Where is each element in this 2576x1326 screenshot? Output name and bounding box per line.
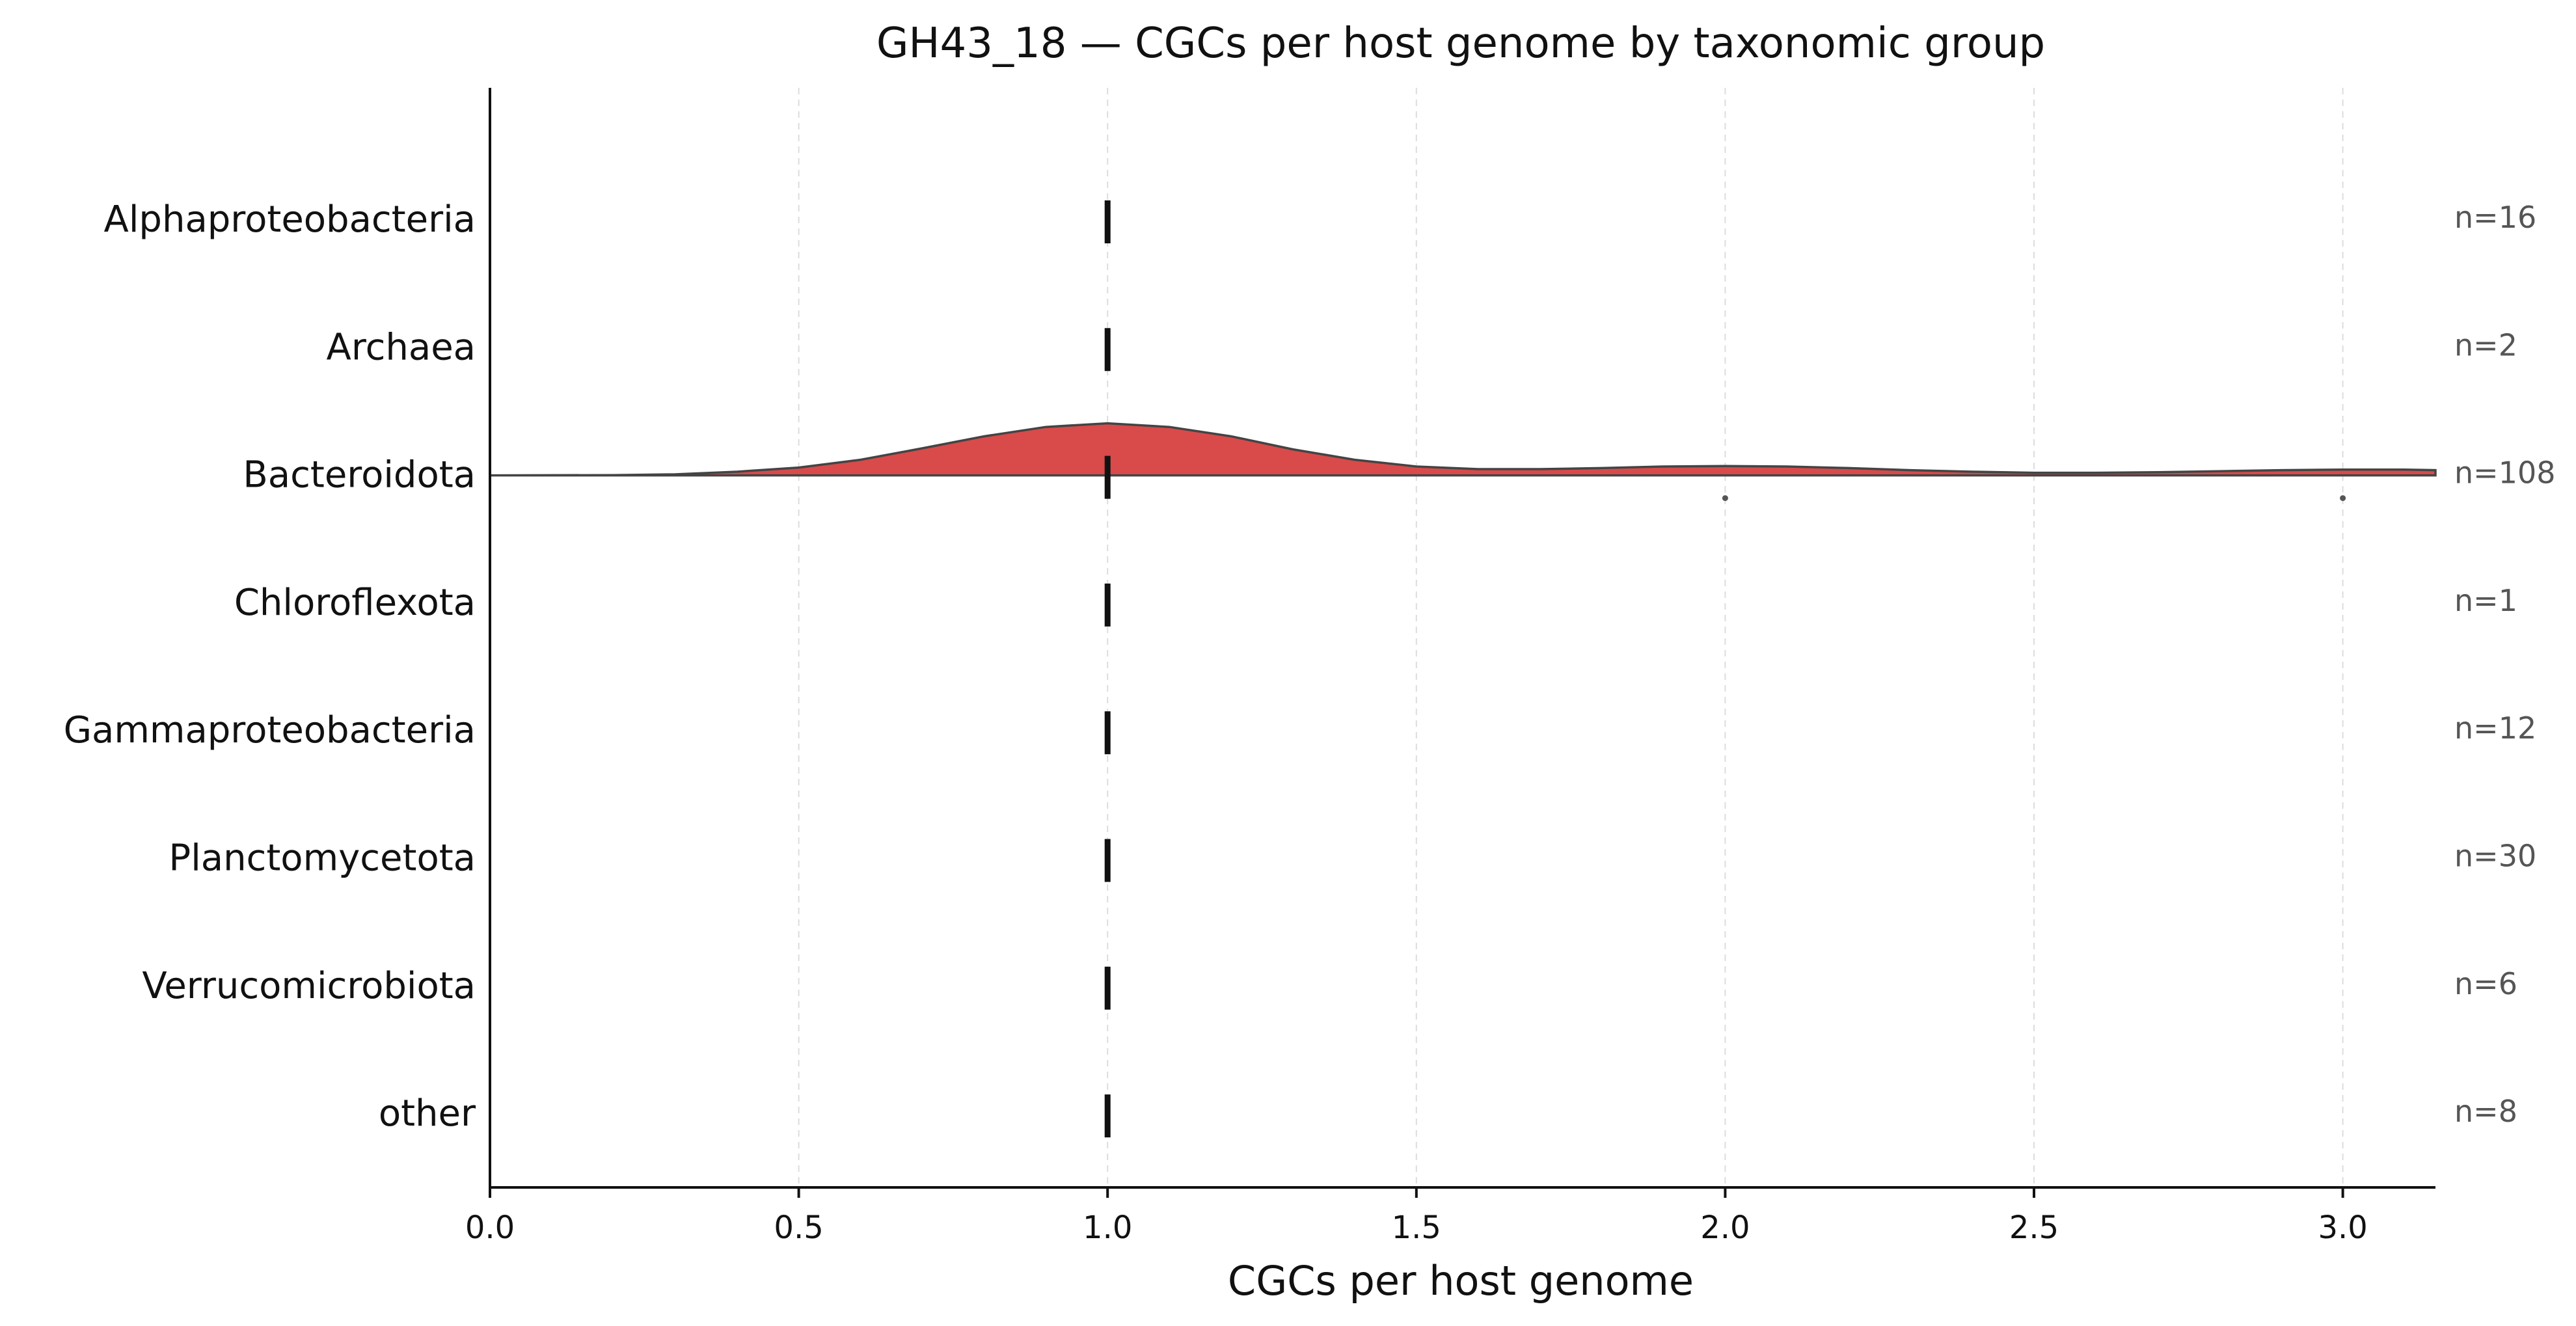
count-label: n=2 (2454, 327, 2517, 362)
count-label: n=12 (2454, 710, 2536, 746)
chart-title: GH43_18 — CGCs per host genome by taxono… (876, 20, 2045, 68)
outlier-point (2340, 495, 2346, 502)
x-tick-label: 1.0 (1083, 1210, 1132, 1246)
x-tick-label: 1.5 (1392, 1210, 1441, 1246)
density-ridges (489, 422, 2437, 477)
group-label: other (379, 1092, 476, 1135)
count-label: n=6 (2454, 966, 2517, 1001)
group-label: Verrucomicrobiota (142, 965, 476, 1007)
count-label: n=108 (2454, 455, 2556, 491)
count-label: n=16 (2454, 200, 2536, 235)
group-labels: Alphaproteobacteria Archaea Bacteroidota Ch… (64, 198, 476, 1135)
group-label: Chloroflexota (234, 582, 476, 624)
group-label: Alphaproteobacteria (104, 198, 476, 241)
x-tick-label: 0.5 (774, 1210, 823, 1246)
x-tick-label: 3.0 (2318, 1210, 2367, 1246)
x-tick-label: 2.5 (2009, 1210, 2059, 1246)
outlier-point (1722, 495, 1728, 502)
group-label: Planctomycetota (169, 837, 476, 880)
outlier-points (1722, 495, 2346, 502)
x-tick-label: 0.0 (465, 1210, 515, 1246)
x-axis-ticks: 0.0 0.5 1.0 1.5 2.0 2.5 3.0 (465, 1187, 2368, 1246)
x-axis-label: CGCs per host genome (1228, 1257, 1694, 1305)
count-label: n=30 (2454, 839, 2536, 874)
count-label: n=8 (2454, 1094, 2517, 1129)
grid-lines (798, 88, 2344, 1187)
count-label: n=1 (2454, 583, 2517, 618)
count-labels: n=16 n=2 n=108 n=1 n=12 n=30 n=6 n=8 (2454, 200, 2556, 1129)
group-label: Gammaproteobacteria (64, 709, 476, 751)
group-label: Bacteroidota (243, 454, 476, 496)
x-tick-label: 2.0 (1700, 1210, 1750, 1246)
density-ridge (489, 422, 2437, 477)
group-label: Archaea (327, 326, 476, 368)
